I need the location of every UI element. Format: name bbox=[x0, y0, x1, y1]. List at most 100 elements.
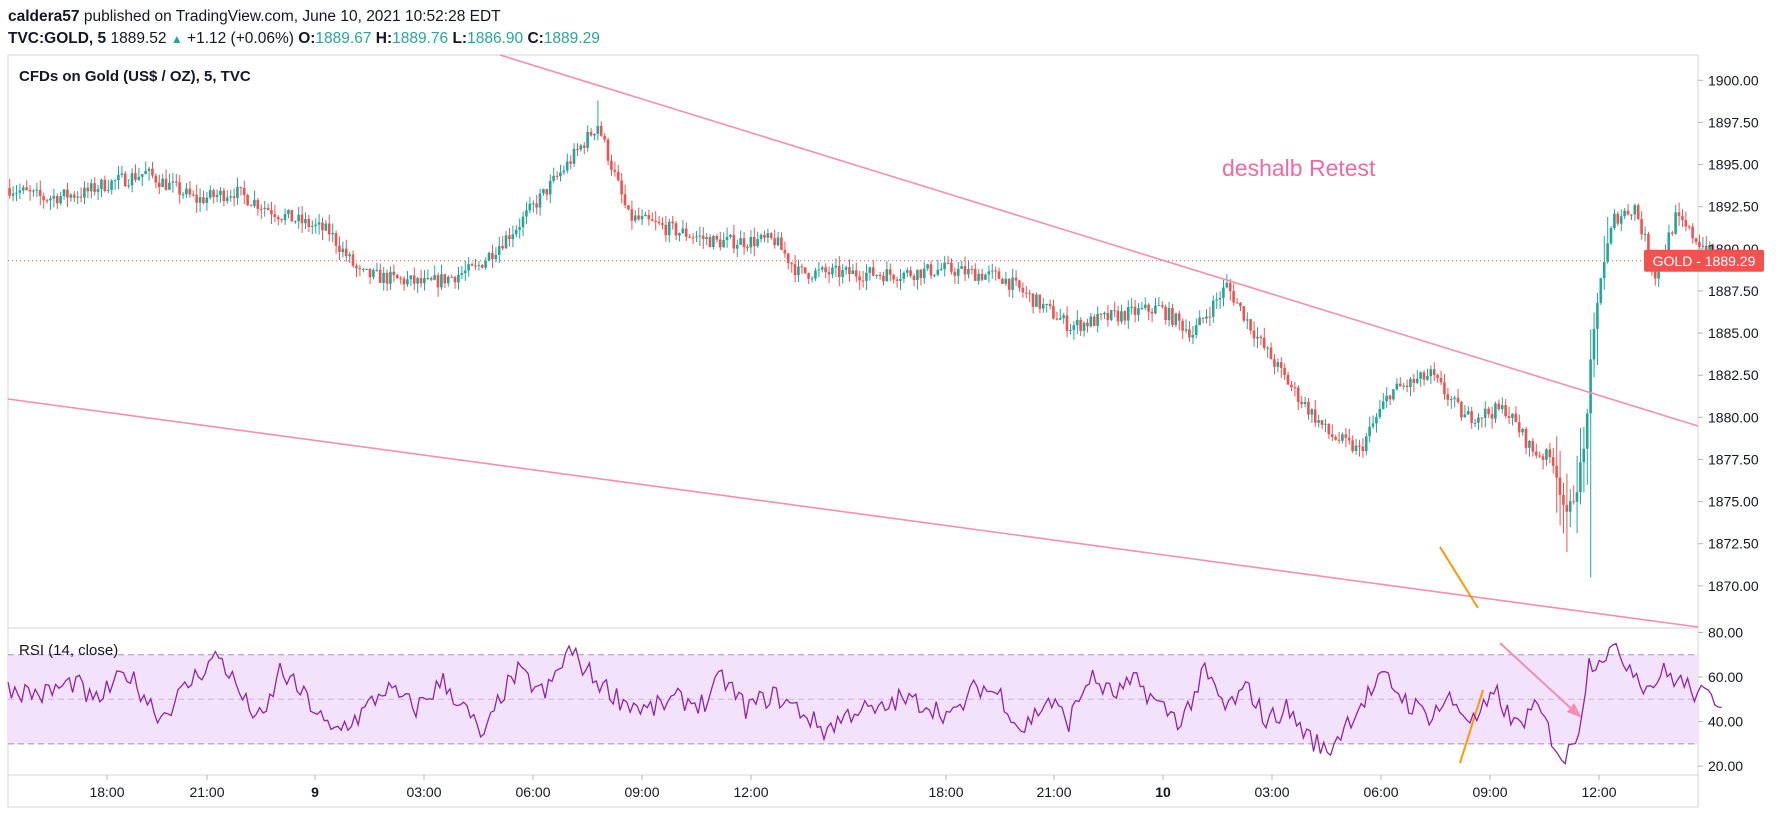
candle-body[interactable] bbox=[1443, 382, 1446, 395]
candle-body[interactable] bbox=[310, 226, 314, 228]
price-divergence-line[interactable] bbox=[1439, 546, 1479, 609]
candle-body[interactable] bbox=[1674, 212, 1677, 234]
candle-body[interactable] bbox=[1300, 401, 1303, 405]
candle-body[interactable] bbox=[293, 221, 297, 223]
candle-body[interactable] bbox=[1290, 384, 1293, 388]
candle-body[interactable] bbox=[749, 236, 753, 248]
candle-body[interactable] bbox=[776, 237, 780, 246]
candle-body[interactable] bbox=[229, 196, 232, 198]
candle-body[interactable] bbox=[664, 224, 668, 236]
candle-body[interactable] bbox=[429, 278, 433, 280]
candle-body[interactable] bbox=[1096, 313, 1099, 326]
candle-body[interactable] bbox=[1562, 494, 1565, 505]
candle-body[interactable] bbox=[1395, 383, 1399, 390]
candle-body[interactable] bbox=[953, 271, 957, 276]
candle-body[interactable] bbox=[715, 235, 719, 240]
candle-body[interactable] bbox=[368, 268, 372, 278]
candle-body[interactable] bbox=[1463, 414, 1467, 418]
candle-body[interactable] bbox=[661, 223, 664, 225]
candle-body[interactable] bbox=[127, 185, 130, 187]
candle-body[interactable] bbox=[589, 131, 593, 136]
candle-body[interactable] bbox=[674, 223, 678, 236]
candle-body[interactable] bbox=[807, 273, 810, 279]
candle-body[interactable] bbox=[548, 180, 552, 195]
candle-body[interactable] bbox=[933, 274, 936, 276]
candle-body[interactable] bbox=[834, 265, 838, 268]
candle-body[interactable] bbox=[1524, 428, 1528, 448]
candle-body[interactable] bbox=[1150, 311, 1154, 314]
candle-body[interactable] bbox=[1055, 318, 1059, 320]
candle-body[interactable] bbox=[236, 186, 239, 198]
candle-body[interactable] bbox=[147, 168, 151, 171]
candle-body[interactable] bbox=[1375, 416, 1378, 424]
candle-body[interactable] bbox=[457, 274, 460, 283]
candle-body[interactable] bbox=[113, 180, 117, 182]
candle-body[interactable] bbox=[270, 209, 273, 215]
candle-body[interactable] bbox=[712, 235, 715, 248]
candle-body[interactable] bbox=[314, 224, 317, 227]
candle-body[interactable] bbox=[66, 189, 69, 198]
candle-body[interactable] bbox=[824, 267, 827, 273]
candle-body[interactable] bbox=[885, 269, 889, 282]
candle-body[interactable] bbox=[582, 145, 586, 148]
candle-body[interactable] bbox=[276, 217, 280, 220]
candle-body[interactable] bbox=[892, 274, 895, 280]
candlestick-series[interactable] bbox=[8, 100, 1725, 578]
candle-body[interactable] bbox=[1048, 303, 1052, 307]
candle-body[interactable] bbox=[936, 269, 940, 275]
candle-body[interactable] bbox=[1123, 311, 1127, 321]
candle-body[interactable] bbox=[899, 278, 902, 281]
candle-body[interactable] bbox=[610, 160, 613, 170]
candle-body[interactable] bbox=[1052, 306, 1055, 319]
candle-body[interactable] bbox=[1137, 308, 1140, 315]
candle-body[interactable] bbox=[266, 207, 270, 210]
candle-body[interactable] bbox=[1412, 378, 1416, 383]
candle-body[interactable] bbox=[195, 194, 198, 203]
candle-body[interactable] bbox=[559, 172, 562, 177]
candle-body[interactable] bbox=[83, 187, 86, 198]
candle-body[interactable] bbox=[280, 219, 283, 221]
candle-body[interactable] bbox=[1558, 477, 1562, 495]
candle-body[interactable] bbox=[1436, 374, 1439, 378]
candle-body[interactable] bbox=[1218, 298, 1222, 300]
candle-body[interactable] bbox=[55, 196, 59, 204]
candle-body[interactable] bbox=[324, 223, 328, 231]
candle-body[interactable] bbox=[470, 264, 474, 266]
candle-body[interactable] bbox=[572, 148, 576, 164]
candle-body[interactable] bbox=[351, 254, 355, 266]
candle-body[interactable] bbox=[1422, 372, 1426, 380]
candle-body[interactable] bbox=[858, 276, 861, 281]
candle-body[interactable] bbox=[100, 179, 103, 190]
candle-body[interactable] bbox=[882, 275, 885, 282]
candle-body[interactable] bbox=[844, 267, 848, 270]
candle-body[interactable] bbox=[766, 233, 770, 238]
candle-body[interactable] bbox=[1497, 403, 1501, 410]
candle-body[interactable] bbox=[746, 247, 749, 249]
candle-body[interactable] bbox=[96, 189, 100, 192]
candle-body[interactable] bbox=[256, 200, 260, 209]
candle-body[interactable] bbox=[793, 264, 797, 276]
candle-body[interactable] bbox=[1154, 305, 1157, 314]
candle-body[interactable] bbox=[378, 269, 382, 283]
candle-body[interactable] bbox=[780, 237, 783, 250]
candle-body[interactable] bbox=[1616, 213, 1620, 224]
candle-body[interactable] bbox=[1086, 322, 1089, 327]
symbol-label[interactable]: TVC:GOLD, 5 bbox=[8, 30, 107, 47]
candle-body[interactable] bbox=[946, 262, 950, 264]
candle-body[interactable] bbox=[1545, 449, 1548, 460]
candle-body[interactable] bbox=[181, 194, 185, 196]
candle-body[interactable] bbox=[1031, 293, 1035, 307]
candle-body[interactable] bbox=[1334, 436, 1337, 440]
candle-body[interactable] bbox=[1310, 409, 1314, 415]
candle-body[interactable] bbox=[759, 234, 763, 240]
candle-body[interactable] bbox=[93, 183, 96, 192]
candle-body[interactable] bbox=[35, 189, 39, 191]
candle-body[interactable] bbox=[123, 173, 127, 187]
candle-body[interactable] bbox=[1517, 422, 1521, 433]
candle-body[interactable] bbox=[1371, 423, 1375, 427]
candle-body[interactable] bbox=[1109, 310, 1113, 320]
candle-body[interactable] bbox=[1225, 282, 1229, 288]
candle-body[interactable] bbox=[59, 196, 62, 204]
candle-body[interactable] bbox=[15, 192, 18, 194]
candle-body[interactable] bbox=[1415, 378, 1419, 383]
